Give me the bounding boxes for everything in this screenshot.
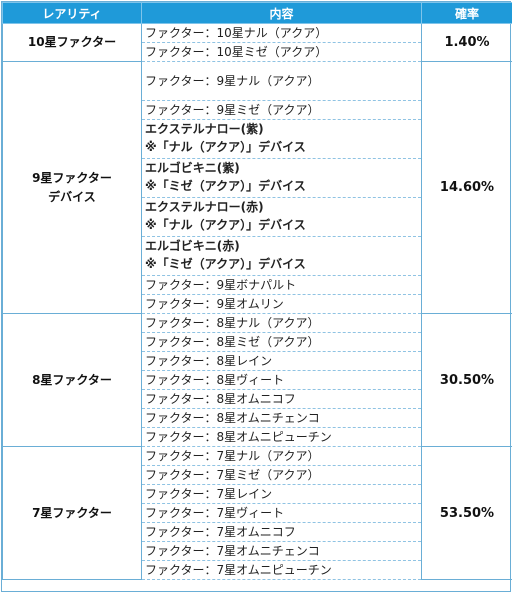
- item-cell: ファクター：8星オムニピューチン: [141, 427, 422, 447]
- device-note: ※「ミゼ（アクア）」デバイス: [145, 179, 306, 193]
- table-row: ファクター：8星レイン: [3, 351, 512, 371]
- item-cell: ファクター：9星ミゼ（アクア）: [141, 100, 422, 120]
- table-row: ファクター：9星オムリン: [3, 294, 512, 314]
- table-row: ファクター：8星オムニピューチン: [3, 427, 512, 447]
- device-name: エルゴビキニ(赤): [145, 239, 240, 253]
- item-cell: ファクター：10星ナル（アクア）: [141, 23, 422, 43]
- table-row: 9星ファクター デバイス ファクター：9星ナル（アクア） 14.60%: [2, 61, 512, 314]
- item-cell: ファクター：8星ナル（アクア）: [141, 313, 422, 333]
- rate-cell-7: 53.50%: [421, 446, 512, 580]
- item-cell: ファクター：8星オムニコフ: [141, 389, 422, 409]
- item-cell: ファクター：7星オムニコフ: [141, 522, 422, 542]
- table-row: ファクター：7星オムニピューチン: [3, 560, 512, 580]
- table-row: ファクター：8星ミゼ（アクア）: [3, 332, 512, 352]
- table-row: エルゴビキニ(赤) ※「ミゼ（アクア）」デバイス: [3, 236, 512, 276]
- item-cell: ファクター：8星オムニチェンコ: [141, 408, 422, 428]
- header-rarity: レアリティ: [2, 2, 142, 24]
- device-cell: エルゴビキニ(紫) ※「ミゼ（アクア）」デバイス: [141, 158, 422, 198]
- item-cell: ファクター：9星ボナパルト: [141, 275, 422, 295]
- header-rate: 確率: [421, 2, 512, 24]
- rarity-cell-7: 7星ファクター: [2, 446, 142, 580]
- rarity-table: レアリティ 内容 確率 10星ファクター ファクター：10星ナル（アクア） 1.…: [2, 2, 512, 580]
- item-cell: ファクター：7星ヴィート: [141, 503, 422, 523]
- rate-cell-9: 14.60%: [421, 61, 512, 314]
- item-cell: ファクター：9星オムリン: [141, 294, 422, 314]
- device-cell: エルゴビキニ(赤) ※「ミゼ（アクア）」デバイス: [141, 236, 422, 276]
- table-row: エルゴビキニ(紫) ※「ミゼ（アクア）」デバイス: [3, 158, 512, 198]
- device-cell: エクステルナロー(赤) ※「ナル（アクア）」デバイス: [141, 197, 422, 237]
- device-name: エクステルナロー(赤): [145, 200, 264, 214]
- table-row: 8星ファクター ファクター：8星ナル（アクア） 30.50%: [2, 313, 512, 447]
- item-cell: ファクター：8星ミゼ（アクア）: [141, 332, 422, 352]
- rate-cell-10: 1.40%: [421, 23, 512, 62]
- table-row: エクステルナロー(赤) ※「ナル（アクア）」デバイス: [3, 197, 512, 237]
- device-name: エルゴビキニ(紫): [145, 161, 240, 175]
- rate-cell-8: 30.50%: [421, 313, 512, 447]
- rarity-cell-9: 9星ファクター デバイス: [2, 61, 142, 314]
- device-name: エクステルナロー(紫): [145, 122, 264, 136]
- table-row: ファクター：7星オムニチェンコ: [3, 541, 512, 561]
- table-row: 7星ファクター ファクター：7星ナル（アクア） 53.50%: [2, 446, 512, 580]
- item-cell: ファクター：7星オムニチェンコ: [141, 541, 422, 561]
- header-content: 内容: [141, 2, 422, 24]
- item-cell: ファクター：10星ミゼ（アクア）: [141, 42, 422, 62]
- rarity-9-line2: デバイス: [48, 189, 96, 204]
- item-cell: ファクター：9星ナル（アクア）: [141, 61, 422, 101]
- item-cell: ファクター：7星レイン: [141, 484, 422, 504]
- table-row: ファクター：8星オムニチェンコ: [3, 408, 512, 428]
- item-cell: ファクター：8星レイン: [141, 351, 422, 371]
- item-cell: ファクター：7星オムニピューチン: [141, 560, 422, 580]
- device-cell: エクステルナロー(紫) ※「ナル（アクア）」デバイス: [141, 119, 422, 159]
- item-cell: ファクター：7星ミゼ（アクア）: [141, 465, 422, 485]
- device-note: ※「ナル（アクア）」デバイス: [145, 218, 306, 232]
- item-cell: ファクター：7星ナル（アクア）: [141, 446, 422, 466]
- item-cell: ファクター：8星ヴィート: [141, 370, 422, 390]
- rarity-cell-8: 8星ファクター: [2, 313, 142, 447]
- table-row: 10星ファクター ファクター：10星ナル（アクア） 1.40%: [2, 23, 512, 62]
- rarity-9-line1: 9星ファクター: [32, 170, 112, 185]
- header-row: レアリティ 内容 確率: [2, 2, 512, 24]
- rarity-cell-10: 10星ファクター: [2, 23, 142, 62]
- device-note: ※「ナル（アクア）」デバイス: [145, 140, 306, 154]
- device-note: ※「ミゼ（アクア）」デバイス: [145, 257, 306, 271]
